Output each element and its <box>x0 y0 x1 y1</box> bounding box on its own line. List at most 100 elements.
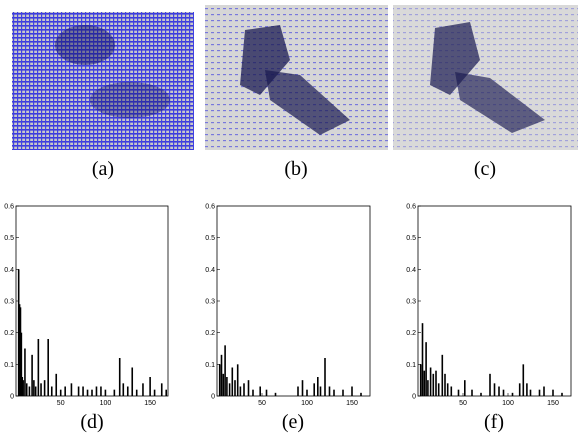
y-tick-label: 0 <box>10 394 14 401</box>
bar <box>489 373 491 396</box>
bar <box>247 380 250 396</box>
bar <box>526 383 528 396</box>
bar <box>59 389 62 396</box>
bar <box>37 339 40 396</box>
bar <box>328 386 331 396</box>
bar <box>34 386 37 396</box>
y-tick-label: 0.3 <box>406 299 416 306</box>
bar <box>427 380 429 396</box>
plot-frame <box>417 205 572 397</box>
bar <box>70 383 73 396</box>
bar <box>31 354 33 396</box>
caption: (b) <box>284 158 307 180</box>
bar <box>324 358 326 396</box>
bar <box>21 377 24 396</box>
bar <box>441 354 444 396</box>
y-tick-label: 0.3 <box>4 299 14 306</box>
bar <box>234 380 236 396</box>
bar <box>18 304 21 396</box>
bar <box>421 323 424 396</box>
bar <box>165 389 168 396</box>
bar <box>423 370 426 396</box>
bar <box>22 380 24 396</box>
bar <box>239 386 242 396</box>
bar <box>226 377 228 396</box>
x-tick-label: 100 <box>301 400 313 407</box>
y-tick-label: 0.1 <box>406 362 416 369</box>
image-b <box>205 5 388 150</box>
bar <box>425 342 427 396</box>
y-tick-label: 0.5 <box>406 235 416 242</box>
caption: (d) <box>80 411 103 433</box>
bar <box>511 392 514 396</box>
bar <box>55 373 58 396</box>
bar <box>228 383 231 396</box>
bar <box>222 373 225 396</box>
y-tick-label: 0.4 <box>406 267 416 274</box>
bar <box>20 332 23 396</box>
bar <box>64 386 66 396</box>
bar <box>552 389 554 396</box>
bar <box>142 383 144 396</box>
bar <box>82 386 84 396</box>
bar <box>17 269 20 396</box>
y-tick-label: 0.2 <box>205 330 215 337</box>
bar <box>252 389 254 396</box>
image-c <box>393 5 578 150</box>
bar <box>360 392 362 396</box>
bar <box>131 367 134 396</box>
bar <box>301 380 304 396</box>
bar <box>313 383 315 396</box>
bar <box>518 383 521 396</box>
bar <box>319 386 322 396</box>
image-a <box>12 12 194 150</box>
x-tick-label: 150 <box>547 400 559 407</box>
y-tick-label: 0.6 <box>406 204 416 211</box>
bar <box>306 389 308 396</box>
y-tick-label: 0 <box>412 394 416 401</box>
bar <box>91 389 93 396</box>
x-tick-label: 50 <box>459 400 467 407</box>
bar <box>265 389 268 396</box>
bar <box>522 364 525 396</box>
bar <box>502 389 505 396</box>
bar <box>218 364 221 396</box>
bar <box>86 389 89 396</box>
caption: (a) <box>92 158 114 180</box>
bar <box>450 386 453 396</box>
plot-frame <box>216 205 371 397</box>
bar <box>538 389 541 396</box>
bar <box>480 392 482 396</box>
y-tick-label: 0.6 <box>205 204 215 211</box>
bar <box>118 358 121 396</box>
bar <box>104 389 107 396</box>
y-tick-label: 0.6 <box>4 204 14 211</box>
bar <box>351 386 353 396</box>
y-tick-label: 0.2 <box>406 330 416 337</box>
bar <box>160 383 163 396</box>
y-tick-label: 0.4 <box>4 267 14 274</box>
bar <box>457 389 460 396</box>
bar <box>220 354 223 396</box>
bar <box>126 386 129 396</box>
bar <box>446 383 449 396</box>
x-tick-label: 150 <box>346 400 358 407</box>
bar <box>429 367 432 396</box>
x-tick-label: 100 <box>100 400 112 407</box>
bar <box>43 380 46 396</box>
bar <box>561 392 563 396</box>
bar <box>33 380 35 396</box>
caption: (f) <box>484 411 504 433</box>
y-tick-label: 0.2 <box>4 330 14 337</box>
y-tick-label: 0.3 <box>205 299 215 306</box>
bar <box>493 383 496 396</box>
bar <box>543 386 545 396</box>
bar <box>444 373 446 396</box>
y-tick-label: 0.5 <box>205 235 215 242</box>
bar <box>149 377 151 396</box>
bar <box>113 389 116 396</box>
bar <box>47 339 49 396</box>
bar <box>28 386 31 396</box>
bar <box>297 386 299 396</box>
